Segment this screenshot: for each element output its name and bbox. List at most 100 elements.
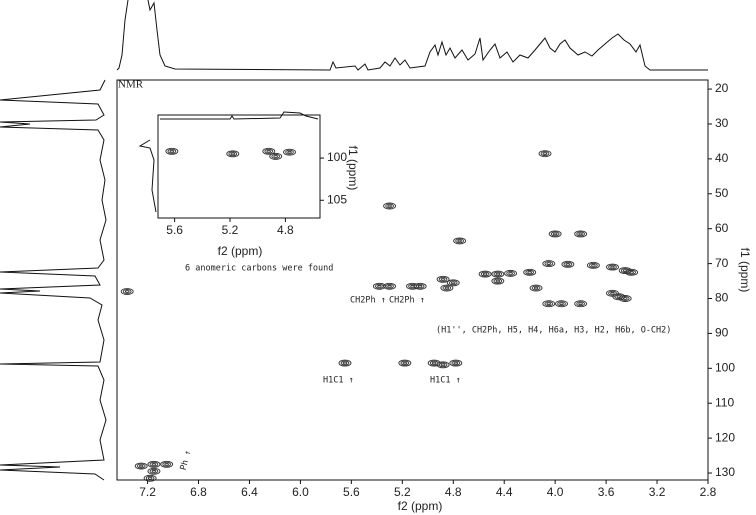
- peak: [453, 237, 467, 245]
- contour-ring: [495, 279, 501, 283]
- contour-ring: [610, 265, 615, 269]
- contour-ring: [138, 464, 144, 468]
- contour-ring: [167, 148, 177, 154]
- contour-ring: [147, 476, 153, 480]
- contour-ring: [453, 361, 459, 365]
- contour-ring: [495, 272, 501, 276]
- top-projection: [116, 0, 708, 71]
- left-projection: [0, 79, 107, 481]
- contour-ring: [542, 260, 556, 268]
- contour-ring: [478, 270, 492, 278]
- contour-ring: [606, 263, 619, 271]
- contour-ring: [540, 151, 550, 157]
- contour-ring: [620, 296, 630, 301]
- peak: [338, 359, 352, 367]
- x-tick-label: 3.2: [649, 485, 666, 499]
- contour-ring: [589, 262, 598, 268]
- contour-ring: [147, 467, 161, 475]
- y-tick-label: 130: [715, 465, 735, 479]
- contour-ring: [563, 261, 573, 267]
- peak: [625, 268, 639, 276]
- contour-ring: [375, 283, 384, 289]
- contour-ring: [544, 261, 554, 266]
- peak: [143, 474, 157, 482]
- peak: [383, 202, 397, 210]
- contour-ring: [342, 361, 348, 365]
- peak: [561, 260, 575, 268]
- contour-ring: [618, 295, 632, 302]
- contour-ring: [226, 150, 240, 158]
- contour-ring: [436, 275, 450, 283]
- inset-frame: [157, 114, 321, 219]
- contour-ring: [552, 232, 558, 236]
- contour-ring: [491, 270, 505, 278]
- x-tick-label: 6.0: [292, 485, 309, 499]
- peak: [529, 284, 543, 292]
- y-tick-label: 80: [715, 291, 729, 305]
- peak: [548, 230, 562, 238]
- annotation: H1C1 ↑: [430, 376, 461, 386]
- contour-ring: [446, 279, 460, 287]
- contour-ring: [385, 203, 394, 209]
- peak: [491, 277, 505, 285]
- peak: [283, 148, 296, 156]
- contour-ring: [269, 152, 283, 160]
- peak: [523, 268, 537, 276]
- contour-ring: [431, 361, 437, 365]
- contour-ring: [134, 462, 148, 470]
- contour-ring: [482, 272, 488, 276]
- contour-ring: [457, 239, 462, 243]
- peak: [147, 460, 161, 468]
- peak: [269, 152, 283, 160]
- contour-ring: [523, 268, 537, 276]
- annotation: Ph ↑: [179, 449, 194, 471]
- contour-ring: [451, 281, 456, 285]
- y-tick-label: 70: [715, 256, 729, 270]
- y-tick-label: 110: [715, 395, 734, 409]
- contour-ring: [442, 285, 452, 291]
- contour-ring: [444, 286, 450, 290]
- contour-ring: [387, 284, 392, 288]
- contour-ring: [576, 231, 585, 237]
- contour-ring: [264, 148, 274, 154]
- x-tick-label: 4.8: [277, 223, 294, 237]
- annotation: CH2Ph ↑: [350, 296, 386, 306]
- contour-ring: [438, 362, 448, 368]
- contour-ring: [455, 238, 464, 244]
- x-tick-label: 5.6: [166, 223, 183, 237]
- contour-ring: [565, 262, 571, 266]
- peak: [586, 261, 600, 269]
- contour-ring: [122, 289, 132, 294]
- peak: [226, 150, 240, 158]
- contour-ring: [165, 147, 179, 155]
- contour-ring: [555, 300, 568, 308]
- annotation: 6 anomeric carbons were found: [185, 264, 333, 274]
- contour-ring: [149, 461, 159, 467]
- y-tick-label: 60: [715, 221, 729, 235]
- contour-ring: [271, 153, 281, 159]
- contour-ring: [438, 276, 448, 282]
- contour-ring: [402, 361, 408, 365]
- y-tick-label: 30: [715, 116, 729, 130]
- contour-ring: [610, 291, 615, 295]
- contour-ring: [340, 360, 350, 366]
- peak: [383, 282, 397, 290]
- contour-ring: [546, 302, 552, 306]
- peak: [413, 282, 427, 290]
- x-tick-label: 4.8: [445, 485, 462, 499]
- peak: [436, 361, 450, 369]
- contour-ring: [149, 468, 159, 474]
- contour-ring: [440, 284, 454, 292]
- contour-ring: [147, 460, 161, 468]
- contour-ring: [542, 300, 556, 308]
- x-tick-label: 5.2: [394, 485, 411, 499]
- y-tick-label: 100: [327, 150, 347, 164]
- peak: [555, 300, 568, 308]
- peak: [446, 279, 460, 287]
- contour-ring: [578, 232, 583, 236]
- contour-ring: [629, 270, 634, 274]
- contour-ring: [436, 361, 450, 369]
- contour-ring: [491, 277, 505, 285]
- peak: [504, 269, 518, 277]
- contour-ring: [627, 269, 636, 275]
